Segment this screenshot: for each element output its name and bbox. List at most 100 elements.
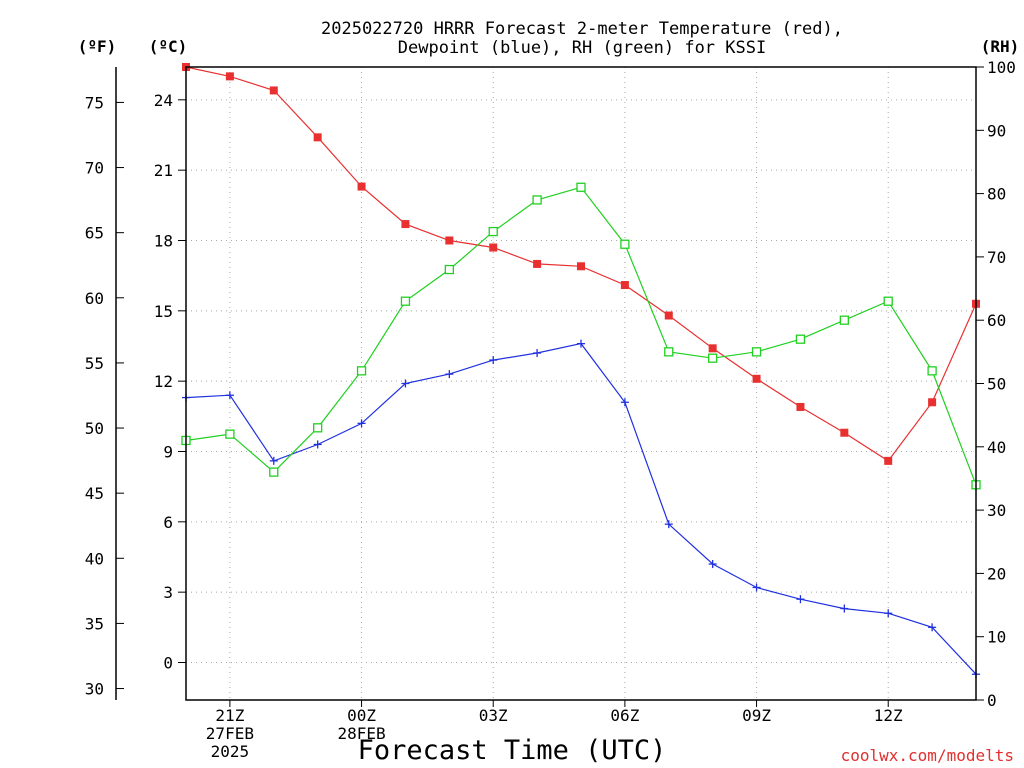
temperature-point — [620, 281, 629, 290]
rh-tick-label: 60 — [987, 311, 1006, 330]
dewpoint-point — [928, 623, 937, 632]
rh-point — [839, 315, 849, 325]
temperature-point — [664, 311, 673, 320]
celsius-tick-label: 18 — [154, 231, 173, 250]
dewpoint-point — [269, 456, 278, 465]
fahrenheit-unit-label: (ºF) — [78, 37, 117, 56]
rh-tick-label: 70 — [987, 248, 1006, 267]
rh-point — [795, 334, 806, 344]
fahrenheit-tick-label: 65 — [85, 224, 104, 243]
dewpoint-point — [401, 379, 410, 388]
rh-point — [708, 353, 718, 363]
time-tick-label: 06Z — [610, 706, 639, 725]
rh-point — [883, 296, 893, 306]
dewpoint-point — [225, 391, 234, 400]
temperature-point — [884, 456, 893, 465]
time-tick-label: 27FEB — [206, 724, 254, 743]
fahrenheit-tick-label: 50 — [85, 419, 104, 438]
time-tick-label: 00Z — [347, 706, 376, 725]
temperature-point — [357, 182, 366, 191]
rh-point — [444, 264, 454, 275]
time-tick-label: 03Z — [479, 706, 508, 725]
dewpoint-point — [489, 356, 498, 365]
grid-lines — [186, 67, 976, 700]
celsius-axis: 0 3 6 9 12 15 18 21 24 — [154, 91, 186, 672]
rh-point — [576, 182, 586, 192]
temperature-point — [269, 86, 278, 95]
temperature-point — [752, 374, 761, 383]
dewpoint-point — [708, 560, 717, 569]
temperature-point — [533, 259, 542, 268]
temperature-point — [313, 133, 322, 142]
temperature-point — [840, 428, 849, 437]
celsius-tick-label: 9 — [163, 442, 173, 461]
dewpoint-point — [884, 609, 893, 618]
dewpoint-point — [533, 349, 542, 358]
rh-tick-label: 40 — [987, 438, 1006, 457]
celsius-tick-label: 15 — [154, 302, 173, 321]
rh-tick-label: 30 — [987, 501, 1006, 520]
rh-tick-label: 90 — [987, 121, 1006, 140]
rh-unit-label: (RH) — [981, 37, 1020, 56]
rh-tick-label: 0 — [987, 691, 997, 710]
rh-point — [488, 226, 498, 237]
celsius-tick-label: 6 — [163, 513, 173, 532]
dewpoint-point — [577, 339, 585, 348]
fahrenheit-tick-label: 70 — [85, 159, 104, 178]
fahrenheit-tick-label: 40 — [85, 549, 104, 568]
rh-point — [356, 366, 367, 376]
temperature-point — [708, 344, 717, 353]
rh-tick-label: 20 — [987, 564, 1006, 583]
rh-line — [185, 186, 977, 486]
chart-title-line1: 2025022720 HRRR Forecast 2-meter Tempera… — [321, 19, 843, 39]
rh-point — [313, 423, 323, 433]
dewpoint-point — [664, 520, 673, 529]
time-tick-label: 21Z — [215, 706, 244, 725]
time-tick-label: 2025 — [211, 742, 250, 761]
dewpoint-line — [185, 342, 977, 675]
fahrenheit-tick-label: 35 — [85, 614, 104, 633]
dewpoint-point — [840, 604, 849, 613]
rh-point — [664, 347, 674, 357]
dewpoint-point — [796, 595, 805, 604]
celsius-tick-label: 3 — [163, 583, 173, 602]
rh-point — [620, 239, 630, 249]
rh-point — [532, 195, 542, 205]
temperature-point — [928, 398, 937, 407]
temperature-point — [445, 236, 454, 245]
chart-title-line2: Dewpoint (blue), RH (green) for KSSI — [398, 38, 766, 58]
celsius-tick-label: 24 — [154, 91, 173, 110]
fahrenheit-tick-label: 55 — [85, 354, 104, 373]
time-tick-label: 12Z — [874, 706, 903, 725]
rh-point — [751, 347, 762, 357]
dewpoint-point — [313, 440, 322, 449]
fahrenheit-tick-label: 30 — [85, 680, 104, 699]
x-axis-label: Forecast Time (UTC) — [358, 735, 667, 766]
credit-text: coolwx.com/modelts — [841, 746, 1014, 765]
celsius-tick-label: 12 — [154, 372, 173, 391]
dewpoint-point — [445, 370, 454, 379]
fahrenheit-tick-label: 75 — [85, 93, 104, 112]
fahrenheit-tick-label: 45 — [85, 484, 104, 503]
celsius-unit-label: (ºC) — [149, 37, 188, 56]
temperature-point — [577, 262, 585, 271]
celsius-tick-label: 21 — [154, 161, 173, 180]
rh-point — [269, 467, 279, 477]
fahrenheit-axis: 30 35 40 45 50 55 60 65 70 75 — [85, 67, 124, 700]
plot-frame — [185, 66, 977, 701]
time-tick-label: 28FEB — [337, 724, 385, 743]
dewpoint-point — [620, 398, 629, 407]
temperature-point — [489, 243, 498, 252]
series-layer — [181, 63, 981, 679]
rh-point — [225, 429, 235, 439]
fahrenheit-tick-label: 60 — [85, 289, 104, 308]
dewpoint-point — [752, 583, 761, 592]
time-tick-label: 09Z — [742, 706, 771, 725]
temperature-point — [225, 72, 234, 81]
celsius-tick-label: 0 — [163, 653, 173, 672]
dewpoint-point — [357, 419, 366, 428]
rh-point — [927, 366, 937, 376]
rh-tick-label: 10 — [987, 628, 1006, 647]
